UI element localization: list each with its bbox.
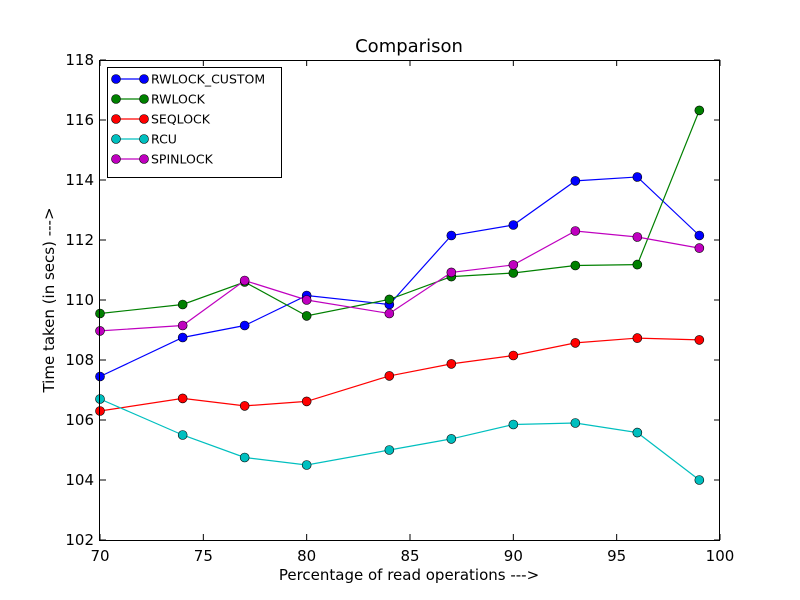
x-axis-label: Percentage of read operations ---> [279, 566, 539, 584]
data-point-spinlock [301, 295, 312, 305]
data-point-spinlock [694, 243, 705, 253]
data-point-seqlock [446, 359, 457, 369]
data-point-rcu [570, 418, 581, 428]
series-line-rwlock [99, 110, 700, 317]
y-axis-ticks: 102 104 106 108 110 112 114 116 118 [65, 51, 720, 549]
data-point-rcu [177, 430, 188, 440]
legend-marker-seqlock [139, 114, 149, 124]
data-point-rcu [239, 452, 250, 463]
x-tick-label: 70 [90, 547, 109, 565]
data-point-rcu [301, 460, 312, 470]
legend-marker-rwlock-custom [139, 74, 149, 84]
data-point-rcu [508, 419, 519, 430]
legend-marker-rcu [111, 134, 121, 144]
y-tick-label: 112 [65, 231, 94, 249]
data-point-rwlock [301, 311, 312, 321]
data-point-seqlock [570, 338, 581, 348]
legend-marker-rwlock-custom [111, 74, 121, 84]
y-tick-label: 106 [65, 411, 94, 429]
chart-title: Comparison [355, 36, 463, 57]
plot-frame [99, 60, 720, 541]
x-tick-label: 85 [400, 547, 419, 565]
data-point-rwlock-custom [508, 220, 519, 230]
x-tick-label: 100 [706, 547, 735, 565]
y-tick-label: 104 [65, 471, 94, 489]
data-point-rwlock-custom [446, 230, 457, 241]
y-tick-label: 102 [65, 531, 94, 549]
data-point-spinlock [177, 320, 188, 331]
legend-label-rwlock-custom: RWLOCK_CUSTOM [151, 72, 265, 87]
data-point-rcu [446, 434, 457, 444]
x-tick-label: 75 [194, 547, 213, 565]
x-tick-label: 95 [607, 547, 626, 565]
x-tick-label: 90 [504, 547, 523, 565]
data-point-spinlock [570, 226, 581, 236]
series-line-seqlock [99, 337, 700, 412]
legend-marker-rcu [139, 134, 149, 144]
x-tick-label: 80 [297, 547, 316, 565]
legend-marker-spinlock [139, 154, 149, 164]
legend-marker-rwlock [139, 94, 149, 104]
data-point-rcu [384, 445, 395, 455]
legend-label-rcu: RCU [151, 132, 177, 147]
data-point-rwlock [632, 259, 643, 270]
y-tick-label: 110 [65, 291, 94, 309]
data-point-rcu [632, 427, 643, 438]
y-tick-label: 108 [65, 351, 94, 369]
data-point-spinlock [446, 267, 457, 278]
data-point-rwlock [508, 268, 519, 278]
y-axis-label: Time taken (in secs) ---> [40, 207, 58, 393]
series-line-rwlock-custom [99, 176, 700, 378]
data-point-rwlock [694, 105, 705, 116]
plot-area [95, 105, 705, 485]
y-tick-label: 118 [65, 51, 94, 69]
data-point-rwlock-custom [632, 172, 643, 182]
data-point-spinlock [508, 260, 519, 270]
data-point-rwlock-custom [694, 230, 705, 241]
data-point-spinlock [239, 275, 250, 286]
data-point-seqlock [301, 396, 312, 407]
data-point-rwlock [570, 260, 581, 271]
data-point-rwlock [384, 294, 395, 305]
y-tick-label: 114 [65, 171, 94, 189]
legend-marker-seqlock [111, 114, 121, 124]
data-point-seqlock [694, 335, 705, 345]
legend: RWLOCK_CUSTOM RWLOCK SEQLOCK RCU SPINLOCK [107, 67, 282, 178]
series-line-spinlock [99, 230, 700, 332]
data-point-seqlock [239, 401, 250, 411]
data-point-rwlock-custom [177, 332, 188, 343]
series-line-rcu [99, 398, 700, 481]
data-point-rcu [694, 475, 705, 485]
data-point-spinlock [384, 308, 395, 319]
legend-marker-spinlock [111, 154, 121, 164]
data-point-seqlock [384, 371, 395, 381]
data-point-rwlock-custom [239, 320, 250, 331]
legend-label-spinlock: SPINLOCK [151, 152, 214, 167]
data-point-seqlock [632, 333, 643, 343]
data-point-rwlock-custom [570, 176, 581, 186]
legend-label-rwlock: RWLOCK [151, 92, 206, 107]
x-axis-ticks: 70 75 80 85 90 95 100 [90, 60, 734, 565]
data-point-seqlock [177, 393, 188, 404]
data-point-spinlock [632, 232, 643, 242]
y-tick-label: 116 [65, 111, 94, 129]
data-point-seqlock [508, 350, 519, 361]
legend-label-seqlock: SEQLOCK [151, 112, 211, 127]
data-point-rwlock [177, 299, 188, 310]
legend-marker-rwlock [111, 94, 121, 104]
